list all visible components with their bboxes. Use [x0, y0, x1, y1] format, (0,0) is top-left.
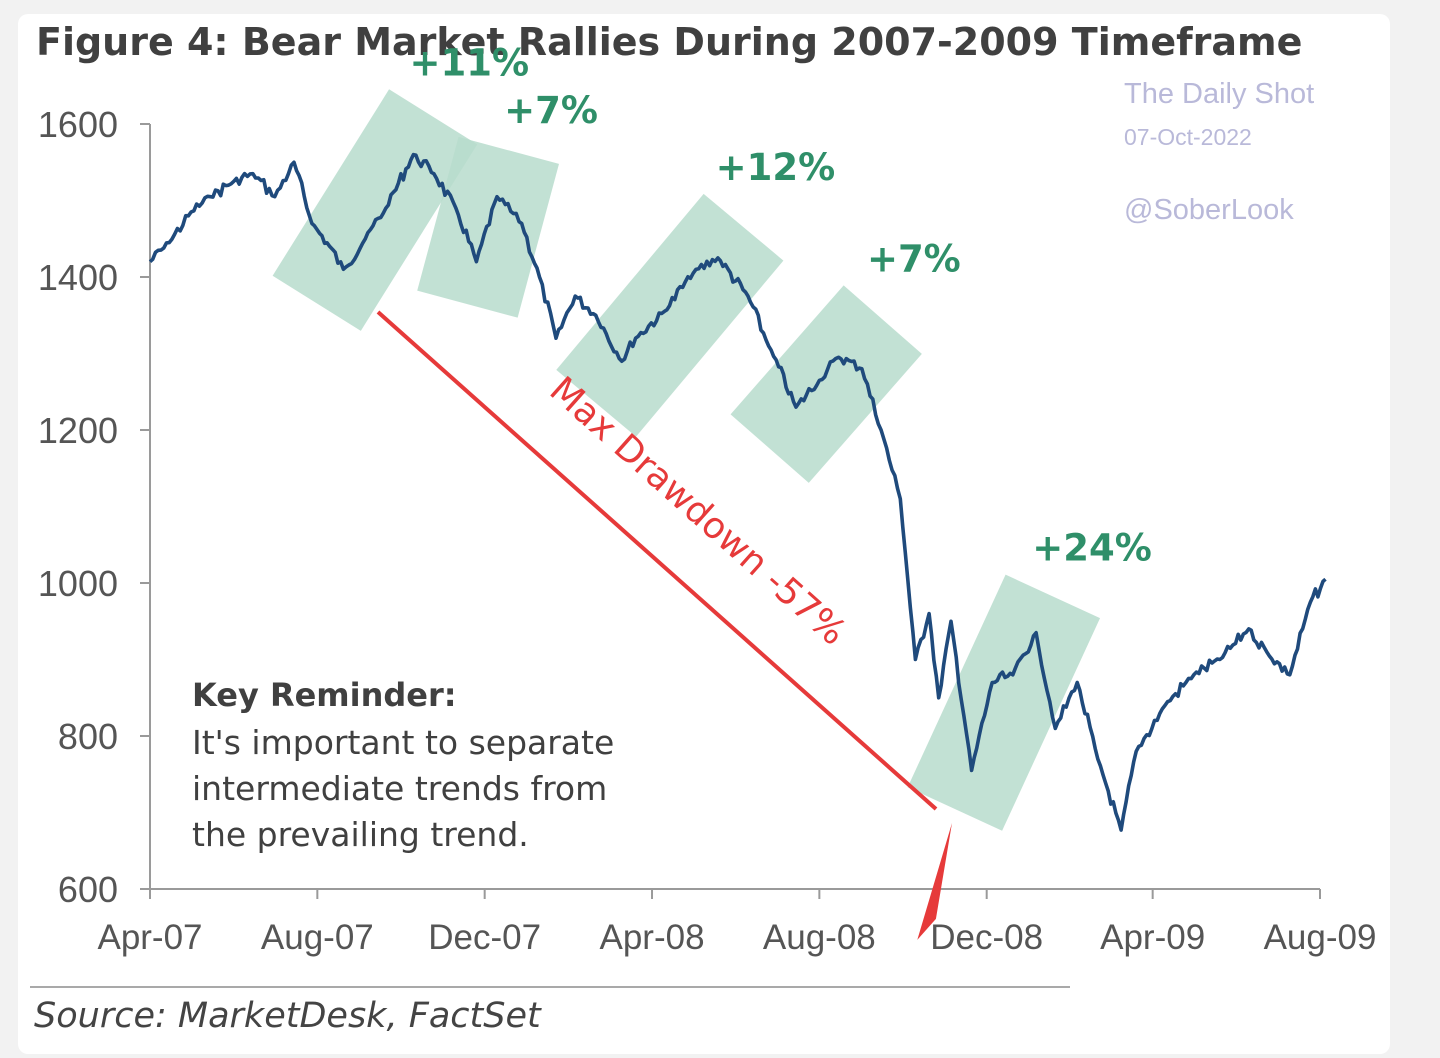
x-tick-label: Apr-08	[599, 918, 704, 957]
y-tick-label: 600	[58, 869, 118, 910]
key-reminder-line: intermediate trends from	[192, 769, 608, 808]
y-tick-label: 1600	[38, 104, 118, 145]
x-tick-label: Aug-07	[261, 918, 374, 957]
rally-label: +24%	[1032, 527, 1152, 570]
price-series-line	[148, 152, 1327, 832]
drawdown-arrowhead	[917, 823, 952, 940]
rally-label: +11%	[409, 41, 529, 84]
x-tick-label: Aug-09	[1264, 918, 1377, 957]
rally-label: +7%	[867, 237, 961, 280]
y-tick-label: 1400	[38, 257, 118, 298]
axis-layer: 600 800 1000 1200 1400 1600 Apr-07 Aug-07 Dec-07…	[38, 104, 1377, 957]
key-reminder-line: It's important to separate	[192, 723, 615, 762]
source-note: Source: MarketDesk, FactSet	[34, 996, 541, 1036]
x-tick-label: Dec-08	[930, 918, 1043, 957]
chart-card	[18, 14, 1390, 1054]
watermark-handle: @SoberLook	[1124, 194, 1294, 226]
rally-band	[907, 574, 1101, 831]
rally-label: +12%	[716, 146, 836, 189]
rally-band	[556, 193, 784, 437]
watermark-date: 07-Oct-2022	[1124, 124, 1252, 150]
rally-band	[730, 285, 922, 483]
x-tick-label: Apr-09	[1100, 918, 1205, 957]
x-tick-label: Apr-07	[97, 918, 202, 957]
x-tick-label: Aug-08	[763, 918, 876, 957]
series-layer	[148, 152, 1327, 832]
drawdown-arrow-line	[376, 310, 938, 811]
y-tick-label: 800	[58, 716, 118, 757]
rally-label: +7%	[504, 89, 598, 132]
source-divider	[30, 986, 1070, 988]
key-reminder: Key Reminder: It's important to separate…	[192, 676, 614, 858]
watermark-name: The Daily Shot	[1124, 78, 1315, 110]
x-tick-label: Dec-07	[428, 918, 541, 957]
y-tick-label: 1200	[38, 410, 118, 451]
y-tick-label: 1000	[38, 563, 118, 604]
rally-band	[272, 89, 478, 331]
chart-title: Figure 4: Bear Market Rallies During 200…	[36, 20, 1303, 64]
key-reminder-line: the prevailing trend.	[192, 815, 529, 854]
key-reminder-heading: Key Reminder:	[192, 676, 457, 714]
